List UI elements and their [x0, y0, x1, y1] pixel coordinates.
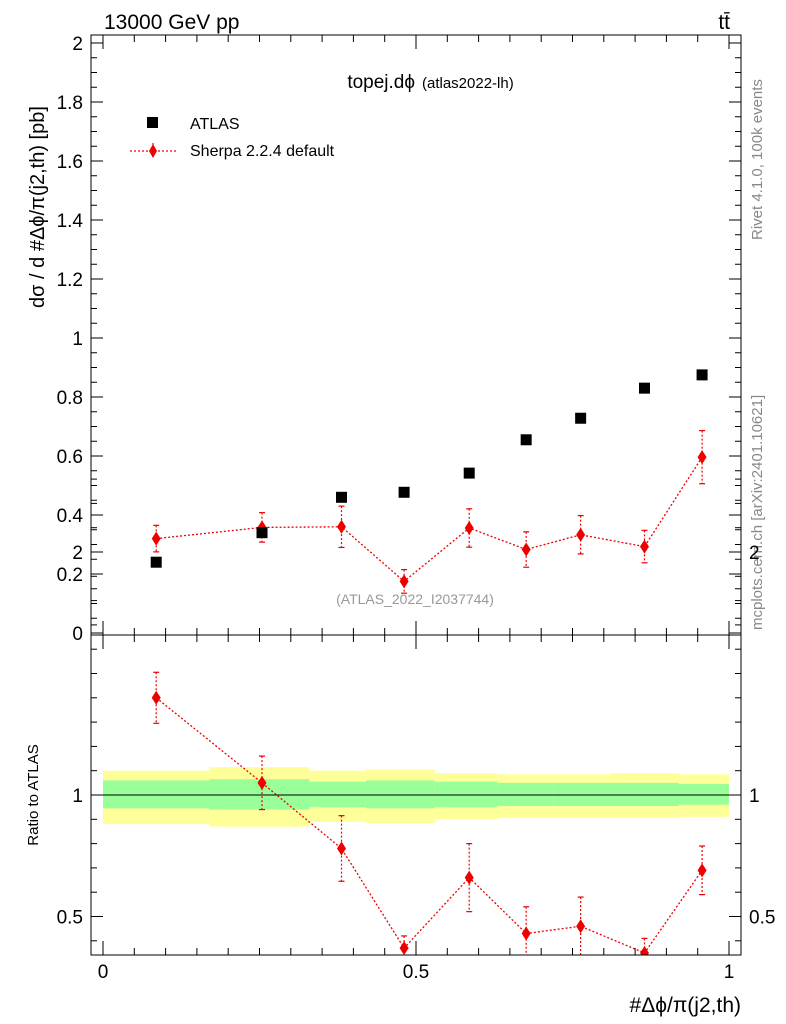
ratio-ytick-label: 2 — [72, 543, 83, 564]
main-mc-line — [156, 456, 703, 583]
main-ytick-label: 2 — [72, 34, 83, 55]
ratio-mc-point — [576, 919, 586, 934]
main-mc-point — [151, 531, 161, 546]
main-mc-point — [337, 519, 347, 534]
band-inner-bin — [553, 782, 611, 806]
atlas-data-point — [696, 369, 708, 381]
legend-mc-marker — [149, 144, 157, 158]
band-inner-bin — [434, 781, 498, 808]
plot-title: topej.dϕ — [347, 72, 415, 93]
atlas-data-point — [150, 556, 162, 568]
main-panel: 0 0.2 0.4 0.6 0.8 1 1.2 1.4 1.6 1.8 2 topej.dϕ (at… — [57, 34, 742, 645]
main-ytick-label: 1.8 — [57, 93, 83, 114]
atlas-data-point — [520, 434, 532, 446]
ratio-series — [151, 671, 707, 955]
ratio-y-axis: 0.5 0.5 1 1 2 2 — [57, 478, 775, 942]
main-ytick-label: 1.4 — [57, 211, 84, 232]
band-inner-bin — [103, 780, 210, 809]
band-inner-bin — [678, 784, 729, 805]
main-ytick-label: 0.8 — [57, 388, 83, 409]
legend-atlas-marker — [147, 117, 158, 128]
atlas-data-point — [638, 382, 650, 394]
main-ytick-label: 1.2 — [57, 270, 83, 291]
ratio-mc-point — [521, 926, 531, 941]
plot-title-suffix: (atlas2022-lh) — [422, 75, 514, 92]
ratio-mc-point — [257, 775, 267, 790]
main-mc-point — [399, 574, 409, 589]
main-ytick-label: 1.6 — [57, 152, 83, 173]
ratio-ylabel: Ratio to ATLAS — [25, 744, 42, 845]
process-label: tt̄ — [718, 11, 730, 34]
main-series — [150, 369, 708, 594]
main-mc-point — [576, 527, 586, 542]
ratio-ytick-label: 0.5 — [57, 908, 83, 929]
atlas-data-point — [398, 486, 410, 498]
ratio-xtick-label: 0.5 — [403, 962, 429, 983]
ratio-ytick-label-right: 0.5 — [749, 908, 775, 929]
main-ytick-label: 1 — [72, 329, 83, 350]
ratio-xtick-label: 1 — [724, 962, 735, 983]
atlas-data-point — [256, 527, 268, 539]
main-mc-point — [639, 539, 649, 554]
ratio-mc-point — [337, 841, 347, 856]
main-mc-point — [464, 520, 474, 535]
ratio-mc-point — [639, 945, 649, 955]
atlas-data-point — [575, 412, 587, 424]
ratio-mc-clipped — [151, 671, 707, 955]
ratio-uncertainty-bands — [103, 767, 729, 827]
main-ylabel-text: dσ / d #Δϕ/π(j2,th) [pb] — [27, 106, 49, 308]
ratio-x-axis: 0 0.5 1 — [98, 635, 735, 983]
main-mc-point — [697, 450, 707, 465]
main-x-ticks — [102, 35, 730, 635]
ratio-panel: 0.5 0.51 12 2 0 0.5 1 — [57, 478, 775, 983]
main-ytick-label: 0.2 — [57, 565, 83, 586]
ratio-ytick-label-right: 1 — [749, 786, 760, 807]
analysis-watermark: (ATLAS_2022_I2037744) — [336, 591, 494, 607]
ratio-ytick-label-right: 2 — [749, 543, 760, 564]
band-inner-bin — [309, 781, 366, 808]
rivet-version-label: Rivet 4.1.0, 100k events — [749, 79, 766, 240]
main-ytick-label: 0 — [72, 624, 83, 645]
band-inner-bin — [610, 782, 679, 806]
ratio-mc-point — [697, 863, 707, 878]
ratio-ytick-label: 1 — [72, 786, 83, 807]
main-y-axis: 0 0.2 0.4 0.6 0.8 1 1.2 1.4 1.6 1.8 2 — [57, 34, 741, 645]
main-mc-point — [521, 542, 531, 557]
legend-mc-label: Sherpa 2.2.4 default — [190, 143, 335, 160]
ratio-mc-point — [151, 690, 161, 705]
ratio-mc-point — [464, 870, 474, 885]
main-ytick-label: 0.6 — [57, 447, 83, 468]
ratio-mc-point — [399, 941, 409, 955]
main-ylabel: dσ / d #Δϕ/π(j2,th) [pb] — [27, 106, 49, 308]
x-axis-label: #Δϕ/π(j2,th) — [630, 994, 741, 1017]
atlas-data-point — [336, 491, 348, 503]
legend-atlas-label: ATLAS — [190, 116, 240, 133]
mcplots-label: mcplots.cern.ch [arXiv:2401.10621] — [749, 395, 766, 630]
ratio-xtick-label: 0 — [98, 962, 109, 983]
band-inner-bin — [365, 780, 435, 809]
beam-label: 13000 GeV pp — [104, 11, 239, 34]
main-mc-clipped — [151, 430, 707, 594]
atlas-data-point — [463, 467, 475, 479]
band-inner-bin — [497, 782, 554, 806]
main-ytick-label: 0.4 — [57, 506, 84, 527]
